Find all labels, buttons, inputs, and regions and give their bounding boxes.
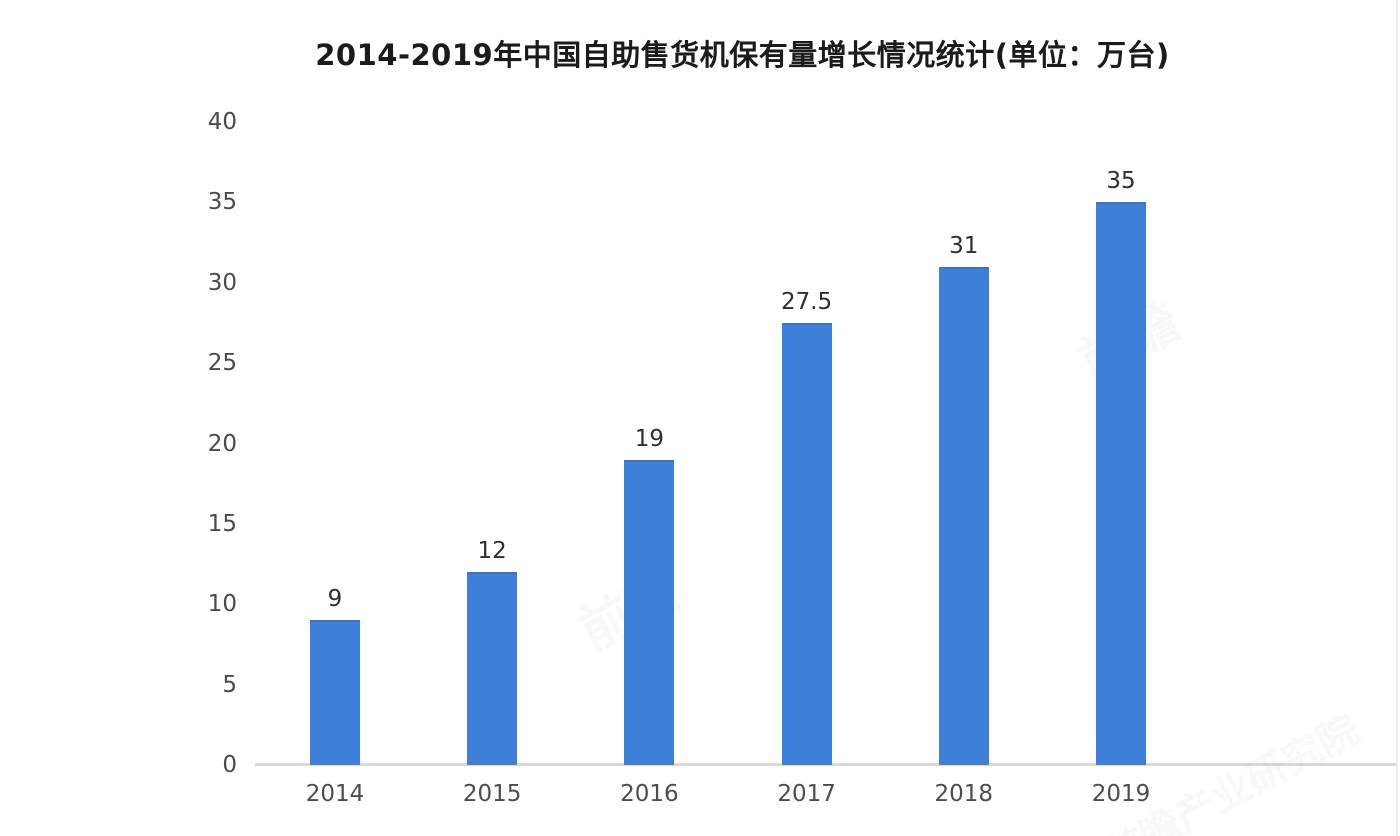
bar-2015 <box>467 572 518 765</box>
value-label-2016: 19 <box>634 425 665 452</box>
bar-2014 <box>310 620 360 765</box>
value-label-2014: 9 <box>327 586 343 613</box>
value-label-2019: 35 <box>1106 168 1136 195</box>
y-tick-label-40: 40 <box>207 109 237 135</box>
x-tick-label-2019: 2019 <box>1091 781 1151 807</box>
value-label-2017: 27.5 <box>780 288 833 315</box>
bar-2019 <box>1096 202 1146 765</box>
y-tick-label-25: 25 <box>207 350 237 377</box>
x-tick-label-2016: 2016 <box>620 781 679 807</box>
image-edge-line <box>1396 0 1398 836</box>
x-tick-label-2017: 2017 <box>777 781 836 807</box>
y-tick-label-0: 0 <box>222 752 237 778</box>
chart-title: 2014-2019年中国自助售货机保有量增长情况统计(单位：万台) <box>315 38 1170 73</box>
bar-2016 <box>624 459 675 765</box>
x-tick-label-2018: 2018 <box>934 781 994 807</box>
x-tick-label-2015: 2015 <box>462 781 522 807</box>
y-tick-label-20: 20 <box>207 430 237 457</box>
y-tick-label-30: 30 <box>207 269 237 296</box>
x-tick-label-2014: 2014 <box>305 781 365 807</box>
value-label-2015: 12 <box>477 538 507 565</box>
y-tick-label-35: 35 <box>207 189 237 216</box>
bar-2018 <box>938 266 989 765</box>
value-label-2018: 31 <box>949 232 979 259</box>
y-tick-label-5: 5 <box>222 671 237 698</box>
bar-2017 <box>781 322 832 765</box>
y-tick-label-10: 10 <box>207 591 237 618</box>
y-tick-label-15: 15 <box>207 510 237 537</box>
